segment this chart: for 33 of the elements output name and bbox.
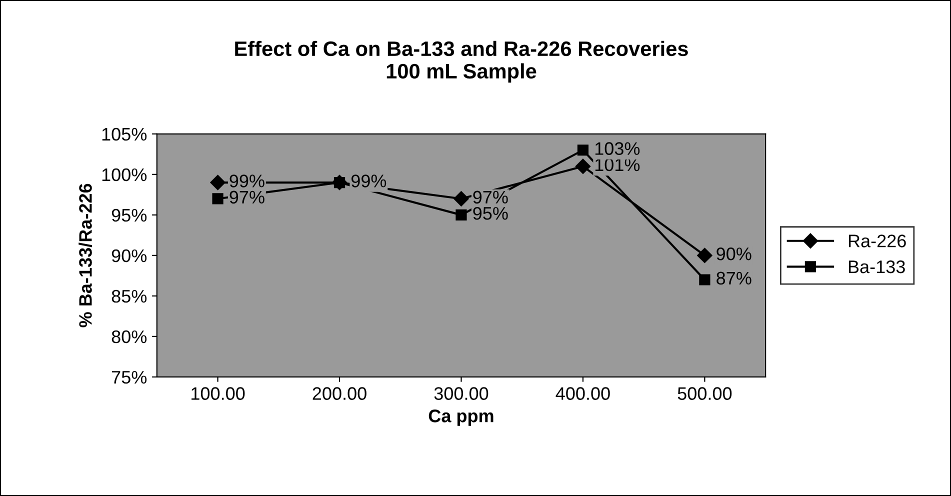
data-label: 99%: [230, 174, 264, 188]
legend-label: Ra-226: [848, 234, 906, 248]
point: [577, 144, 589, 156]
y-tick-label: 80%: [112, 330, 147, 344]
point: [575, 158, 591, 174]
legend-label: Ba-133: [848, 260, 905, 274]
point: [454, 191, 469, 206]
y-tick-label: 100%: [102, 168, 147, 182]
x-tick-label: 200.00: [312, 387, 366, 400]
x-tick-label: 300.00: [434, 387, 488, 400]
x-tick-label: 500.00: [678, 387, 732, 400]
data-label: 97%: [230, 190, 264, 204]
point: [699, 274, 710, 286]
y-axis-title: % Ba-133/Ra-226: [78, 184, 92, 328]
x-axis-title: Ca ppm: [428, 410, 494, 426]
point: [697, 248, 712, 264]
data-label: 90%: [716, 248, 752, 260]
y-tick-label: 105%: [102, 128, 147, 141]
point: [212, 193, 224, 204]
data-label: 95%: [473, 206, 508, 220]
data-label: 103%: [595, 142, 640, 155]
data-label: 87%: [716, 272, 752, 285]
point: [210, 174, 226, 190]
chart-title: Effect of Ca on Ba-133 and Ra-226 Recoveries 100 mL Sample: [235, 40, 688, 83]
x-tick-label: 100.00: [192, 387, 245, 400]
data-label: 97%: [473, 190, 508, 204]
x-tick-label: 400.00: [556, 387, 610, 400]
y-tick-label: 90%: [112, 249, 147, 262]
y-tick-label: 95%: [112, 208, 147, 222]
point: [456, 209, 467, 220]
y-tick-label: 85%: [112, 290, 147, 303]
data-label: 99%: [351, 174, 386, 188]
y-tick-label: 75%: [112, 370, 147, 384]
